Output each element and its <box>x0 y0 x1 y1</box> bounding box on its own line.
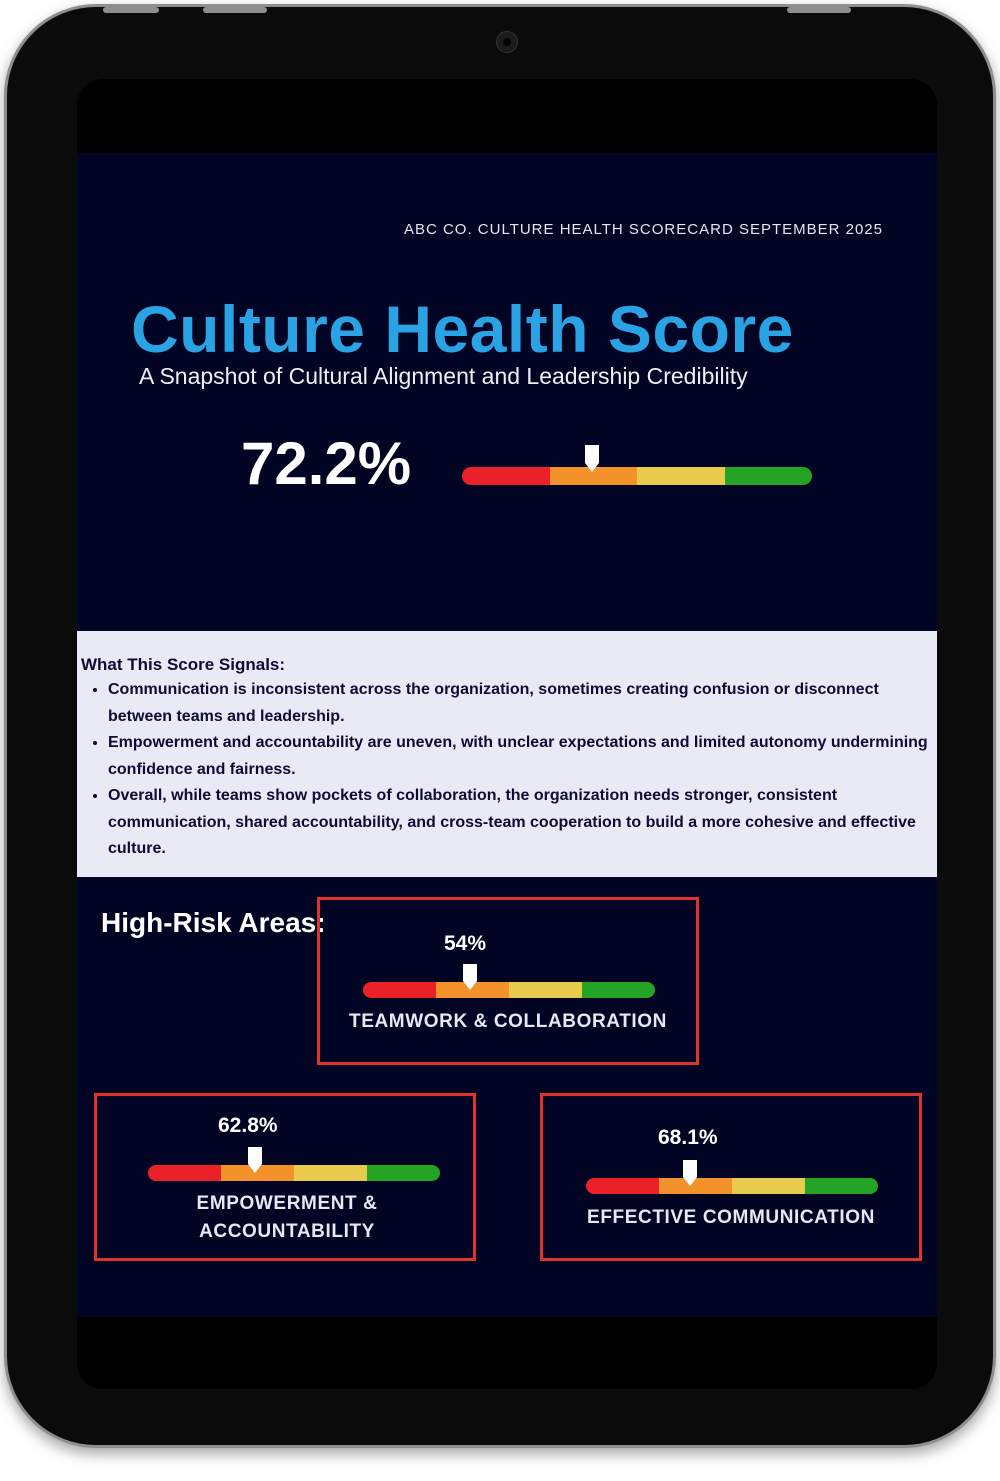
risk-card-communication: 68.1% EFFECTIVE COMMUNICATION <box>540 1093 922 1261</box>
gauge-segment-green <box>582 982 655 998</box>
page-title: Culture Health Score <box>131 292 794 366</box>
screen-bottom-bezel <box>77 1317 937 1389</box>
score-signals-panel: What This Score Signals: Communication i… <box>77 631 937 877</box>
risk-card-teamwork: 54% TEAMWORK & COLLABORATION <box>317 897 699 1065</box>
risk-gauge <box>363 964 655 998</box>
volume-button <box>103 7 159 13</box>
gauge-segment-orange <box>221 1165 294 1181</box>
gauge-segment-red <box>363 982 436 998</box>
gauge-segment-yellow <box>732 1178 805 1194</box>
scorecard-header: ABC CO. CULTURE HEALTH SCORECARD SEPTEMB… <box>403 221 883 238</box>
risk-percent: 68.1% <box>658 1126 718 1149</box>
risk-label: TEAMWORK & COLLABORATION <box>348 1011 667 1032</box>
signals-title: What This Score Signals: <box>81 655 286 674</box>
risk-card-empowerment: 62.8% EMPOWERMENT & ACCOUNTABILITY <box>94 1093 476 1261</box>
gauge-segment-yellow <box>294 1165 367 1181</box>
risk-label: EMPOWERMENT & ACCOUNTABILITY <box>196 1193 378 1242</box>
tablet-screen: ABC CO. CULTURE HEALTH SCORECARD SEPTEMB… <box>77 79 937 1389</box>
page-subtitle: A Snapshot of Cultural Alignment and Lea… <box>139 363 748 389</box>
gauge-segment-orange <box>659 1178 732 1194</box>
risk-gauge <box>586 1160 878 1194</box>
gauge-segment-red <box>462 467 550 485</box>
overall-score: 72.2% <box>241 430 412 497</box>
gauge-segment-yellow <box>637 467 725 485</box>
risk-label: EFFECTIVE COMMUNICATION <box>587 1207 875 1228</box>
volume-button <box>203 7 267 13</box>
gauge-segment-yellow <box>509 982 582 998</box>
signal-item: Communication is inconsistent across the… <box>108 677 937 730</box>
gauge-segment-red <box>148 1165 221 1181</box>
overall-gauge <box>462 445 812 485</box>
gauge-segment-green <box>724 467 812 485</box>
tablet-frame: ABC CO. CULTURE HEALTH SCORECARD SEPTEMB… <box>4 4 996 1448</box>
signal-item: Overall, while teams show pockets of col… <box>108 783 937 863</box>
gauge-segment-green <box>367 1165 440 1181</box>
gauge-segment-orange <box>549 467 637 485</box>
risk-percent: 54% <box>444 932 487 955</box>
signals-list: Communication is inconsistent across the… <box>91 677 937 863</box>
risk-gauge <box>148 1147 440 1181</box>
signal-item: Empowerment and accountability are uneve… <box>108 730 937 783</box>
gauge-segment-red <box>586 1178 659 1194</box>
scorecard-page: ABC CO. CULTURE HEALTH SCORECARD SEPTEMB… <box>77 153 937 1317</box>
high-risk-title: High-Risk Areas: <box>101 907 326 938</box>
risk-percent: 62.8% <box>218 1114 278 1137</box>
gauge-segment-orange <box>436 982 509 998</box>
gauge-segment-green <box>805 1178 878 1194</box>
power-button <box>787 7 851 13</box>
camera-icon <box>496 31 518 53</box>
